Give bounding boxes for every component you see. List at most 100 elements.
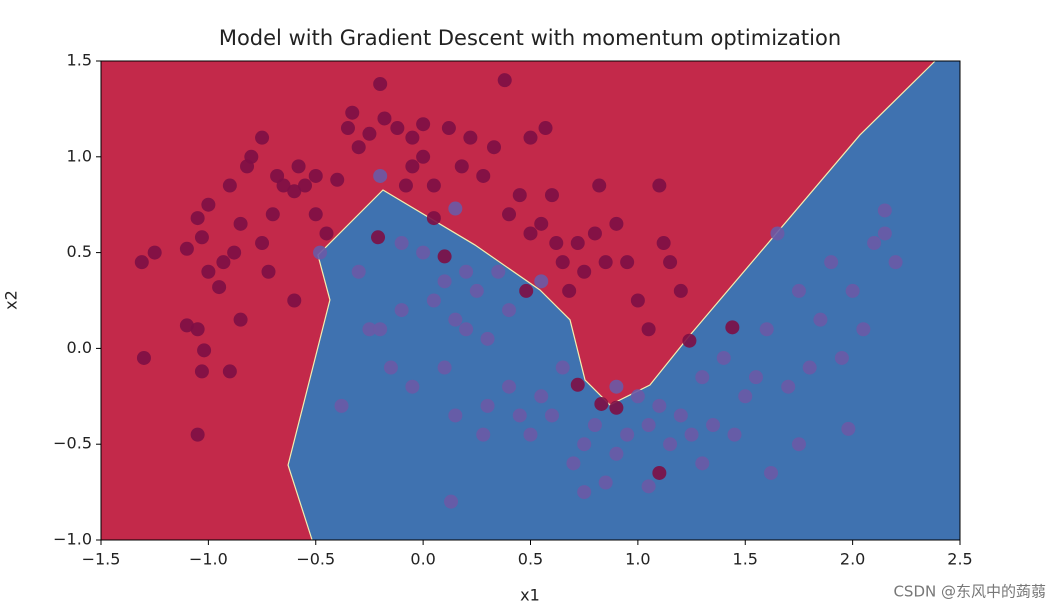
- data-point: [512, 408, 527, 423]
- data-point: [519, 283, 534, 298]
- data-point: [190, 322, 205, 337]
- data-point: [641, 322, 656, 337]
- data-point: [416, 149, 431, 164]
- data-point: [534, 216, 549, 231]
- data-point: [334, 398, 349, 413]
- data-point: [476, 427, 491, 442]
- data-point: [298, 178, 313, 193]
- data-point: [287, 184, 302, 199]
- data-point: [233, 216, 248, 231]
- data-point: [877, 226, 892, 241]
- data-point: [480, 398, 495, 413]
- x-tick-label: 0.0: [410, 550, 435, 569]
- x-tick-label: −0.5: [296, 550, 335, 569]
- data-point: [609, 379, 624, 394]
- data-point: [287, 293, 302, 308]
- data-point: [577, 264, 592, 279]
- data-point: [255, 236, 270, 251]
- y-tick-label: −1.0: [53, 530, 92, 549]
- data-point: [394, 303, 409, 318]
- data-point: [405, 130, 420, 145]
- data-point: [194, 364, 209, 379]
- data-point: [791, 283, 806, 298]
- data-point: [459, 322, 474, 337]
- data-point: [652, 465, 667, 480]
- x-tick-label: 1.0: [625, 550, 650, 569]
- data-point: [179, 241, 194, 256]
- y-axis-label: x2: [2, 290, 21, 310]
- data-point: [491, 264, 506, 279]
- data-point: [620, 255, 635, 270]
- data-point: [502, 303, 517, 318]
- data-point: [609, 400, 624, 415]
- data-point: [426, 293, 441, 308]
- data-point: [716, 350, 731, 365]
- data-point: [394, 236, 409, 251]
- data-point: [673, 283, 688, 298]
- data-point: [222, 178, 237, 193]
- x-tick-label: 2.0: [840, 550, 865, 569]
- data-point: [448, 312, 463, 327]
- data-point: [867, 236, 882, 251]
- data-point: [824, 255, 839, 270]
- y-tick-label: 1.5: [67, 51, 92, 70]
- data-point: [652, 178, 667, 193]
- data-point: [544, 188, 559, 203]
- data-point: [652, 398, 667, 413]
- data-point: [136, 350, 151, 365]
- data-point: [244, 149, 259, 164]
- data-point: [577, 437, 592, 452]
- data-point: [641, 418, 656, 433]
- data-point: [448, 408, 463, 423]
- data-point: [405, 379, 420, 394]
- data-point: [682, 333, 697, 348]
- data-point: [459, 264, 474, 279]
- data-point: [834, 350, 849, 365]
- data-point: [147, 245, 162, 260]
- data-point: [523, 427, 538, 442]
- data-point: [265, 207, 280, 222]
- data-point: [663, 437, 678, 452]
- data-point: [390, 121, 405, 136]
- data-point: [261, 264, 276, 279]
- data-point: [781, 379, 796, 394]
- data-point: [233, 312, 248, 327]
- y-tick-label: −0.5: [53, 434, 92, 453]
- data-point: [706, 418, 721, 433]
- data-point: [377, 111, 392, 126]
- data-point: [222, 364, 237, 379]
- data-point: [351, 140, 366, 155]
- data-point: [727, 427, 742, 442]
- data-point: [534, 274, 549, 289]
- data-point: [373, 322, 388, 337]
- data-point: [748, 370, 763, 385]
- data-point: [759, 322, 774, 337]
- data-point: [841, 421, 856, 436]
- data-point: [523, 130, 538, 145]
- data-point: [190, 427, 205, 442]
- data-point: [663, 255, 678, 270]
- data-point: [592, 178, 607, 193]
- data-point: [791, 437, 806, 452]
- data-point: [454, 159, 469, 174]
- x-tick-label: 2.5: [947, 550, 972, 569]
- data-point: [437, 360, 452, 375]
- data-point: [426, 211, 441, 226]
- data-point: [673, 408, 688, 423]
- data-point: [444, 494, 459, 509]
- data-point: [362, 126, 377, 141]
- data-point: [194, 230, 209, 245]
- data-point: [877, 203, 892, 218]
- data-point: [308, 207, 323, 222]
- data-point: [330, 172, 345, 187]
- data-point: [480, 331, 495, 346]
- data-point: [497, 73, 512, 88]
- data-point: [813, 312, 828, 327]
- data-point: [371, 230, 386, 245]
- data-point: [598, 255, 613, 270]
- data-point: [345, 105, 360, 120]
- data-point: [570, 377, 585, 392]
- data-point: [313, 245, 328, 260]
- data-point: [549, 236, 564, 251]
